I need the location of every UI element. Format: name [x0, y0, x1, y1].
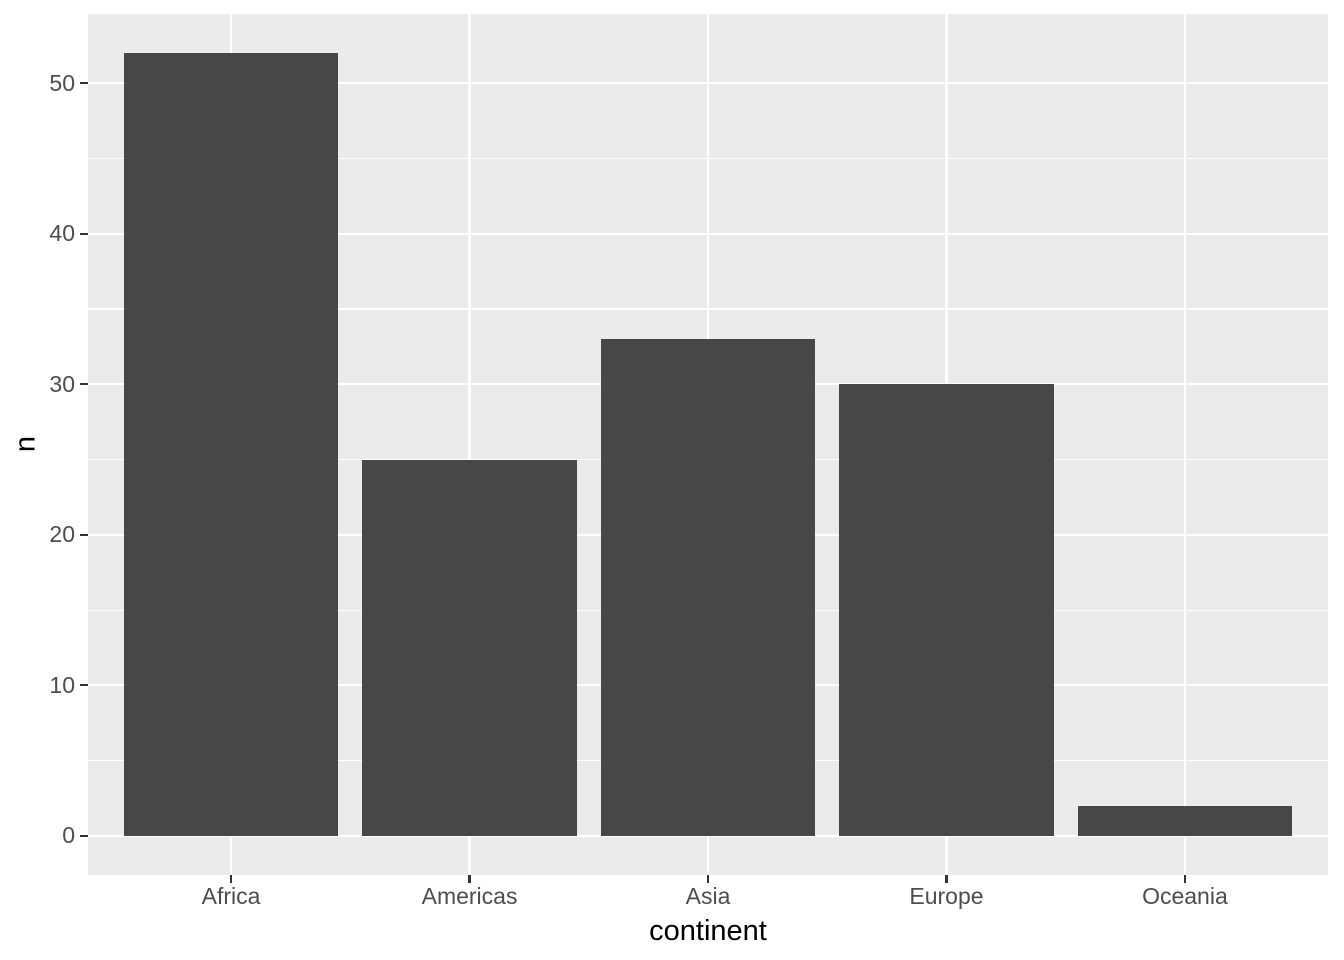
y-tick-mark-50: [80, 82, 88, 85]
x-axis-title: continent: [649, 915, 767, 947]
y-tick-mark-10: [80, 684, 88, 687]
y-tick-mark-40: [80, 232, 88, 235]
x-tick-label-americas: Americas: [421, 883, 518, 909]
x-tick-mark-asia: [706, 875, 710, 883]
y-tick-mark-30: [80, 383, 88, 386]
y-tick-label-40: 40: [49, 220, 75, 247]
bar-americas: [362, 459, 577, 836]
bar-africa: [123, 53, 339, 836]
plot-panel: [88, 14, 1328, 875]
x-tick-mark-oceania: [1183, 875, 1186, 883]
y-axis-title: n: [9, 435, 42, 453]
x-tick-label-oceania: Oceania: [1142, 883, 1228, 909]
y-tick-label-20: 20: [49, 521, 75, 548]
x-tick-mark-europe: [945, 875, 948, 883]
y-tick-mark-20: [80, 533, 88, 536]
bar-asia: [600, 339, 816, 836]
x-tick-label-asia: Asia: [685, 883, 731, 909]
x-tick-label-africa: Africa: [201, 883, 261, 909]
gridline-major-x-oceania: [1183, 14, 1186, 875]
y-tick-label-30: 30: [49, 370, 75, 397]
y-tick-label-50: 50: [49, 69, 75, 96]
x-tick-mark-americas: [468, 875, 471, 883]
x-tick-label-europe: Europe: [909, 883, 984, 909]
bar-oceania: [1077, 805, 1293, 836]
x-tick-mark-africa: [229, 875, 233, 883]
y-tick-label-10: 10: [49, 671, 75, 698]
gridline-major-x-americas: [468, 14, 471, 875]
y-tick-label-0: 0: [62, 822, 75, 849]
bar-europe: [839, 384, 1054, 836]
y-tick-mark-0: [80, 834, 88, 837]
